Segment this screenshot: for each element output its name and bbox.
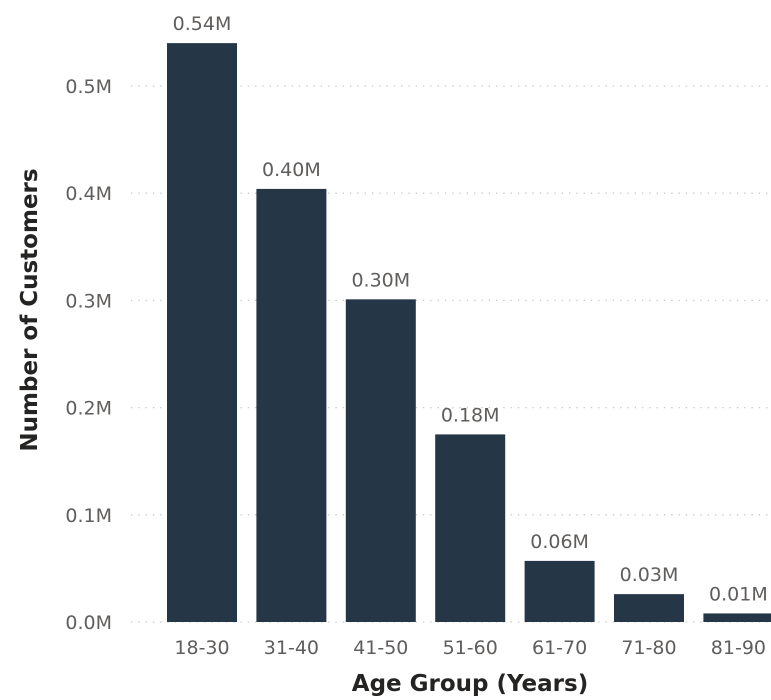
data-label: 0.54M (173, 13, 232, 35)
x-tick-label: 18-30 (174, 637, 229, 659)
y-tick-label: 0.1M (65, 505, 112, 527)
x-tick-label: 61-70 (532, 637, 587, 659)
x-tick-label: 81-90 (711, 637, 766, 659)
bar (614, 594, 684, 622)
y-tick-label: 0.3M (65, 290, 112, 312)
bar (435, 434, 506, 622)
bar (703, 613, 771, 622)
y-tick-label: 0.5M (65, 76, 112, 98)
bars (167, 43, 771, 623)
bar (524, 560, 595, 622)
bar (345, 299, 416, 622)
data-label: 0.03M (620, 564, 679, 586)
data-label: 0.30M (351, 269, 410, 291)
data-label: 0.06M (530, 531, 589, 553)
x-tick-label: 71-80 (621, 637, 676, 659)
data-label: 0.40M (262, 159, 321, 181)
x-tick-label: 31-40 (264, 637, 319, 659)
y-tick-label: 0.0M (65, 612, 112, 634)
data-labels: 0.54M 0.40M 0.30M 0.18M 0.06M 0.03M 0.01M (173, 13, 768, 605)
bar (256, 188, 327, 623)
bar (167, 43, 237, 623)
x-axis-title: Age Group (Years) (352, 671, 588, 697)
y-tick-label: 0.2M (65, 398, 112, 420)
y-tick-label: 0.4M (65, 183, 112, 205)
y-axis-title: Number of Customers (17, 168, 43, 451)
data-label: 0.18M (441, 404, 500, 426)
x-axis-ticks: 18-30 31-40 41-50 51-60 61-70 71-80 81-90 (174, 637, 766, 659)
x-tick-label: 41-50 (353, 637, 408, 659)
y-axis-ticks: 0.0M 0.1M 0.2M 0.3M 0.4M 0.5M (65, 76, 112, 634)
data-label: 0.01M (709, 583, 768, 605)
x-tick-label: 51-60 (443, 637, 498, 659)
